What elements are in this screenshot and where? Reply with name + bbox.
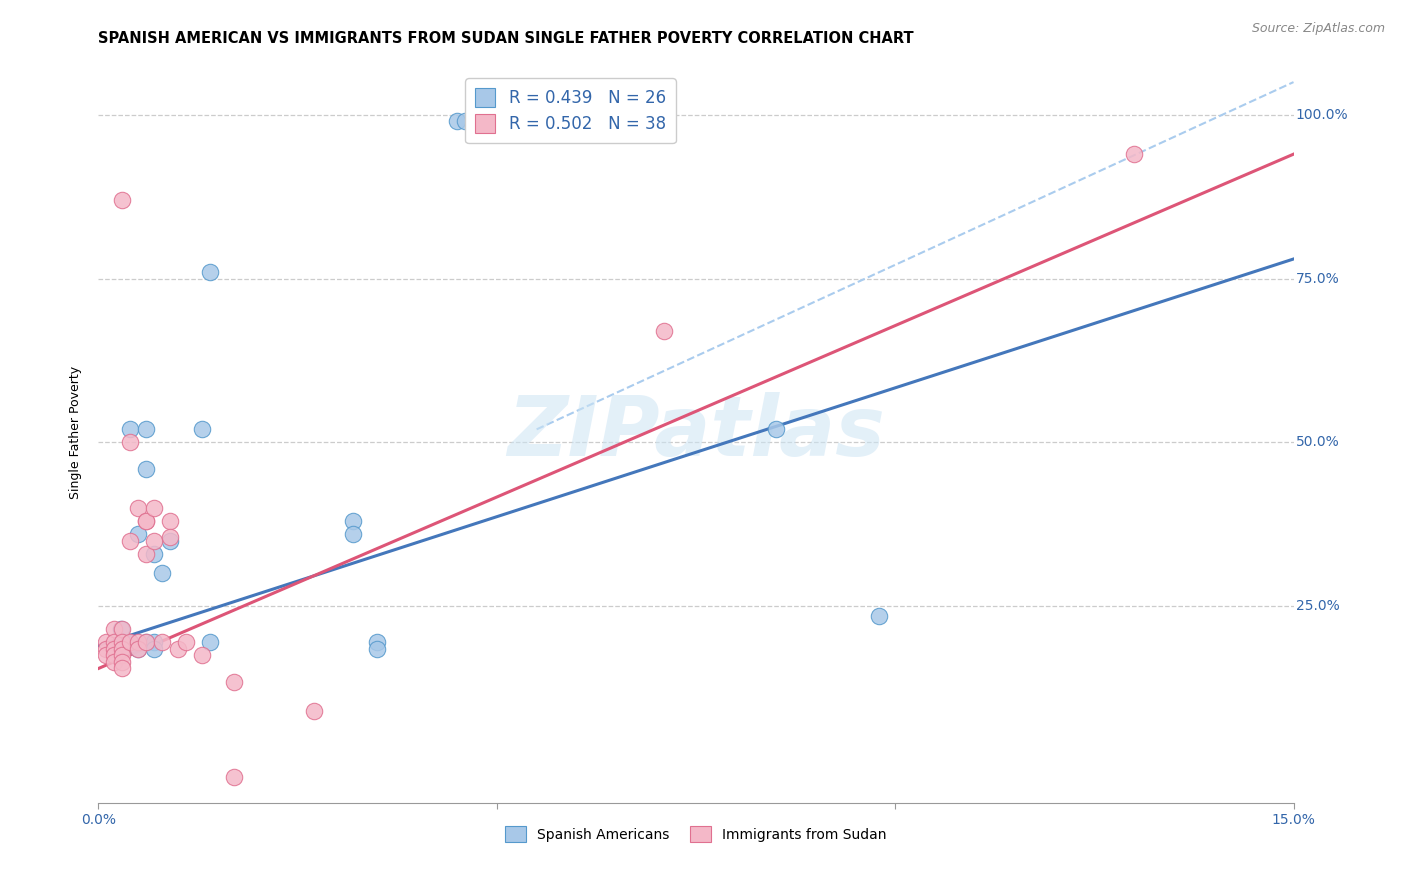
Text: 25.0%: 25.0% bbox=[1296, 599, 1340, 613]
Text: 75.0%: 75.0% bbox=[1296, 272, 1340, 285]
Point bbox=[110, 622, 132, 636]
Point bbox=[159, 533, 181, 548]
Point bbox=[111, 622, 134, 636]
Point bbox=[135, 422, 157, 436]
Point bbox=[765, 422, 787, 436]
Point bbox=[302, 704, 325, 718]
Point bbox=[143, 547, 166, 561]
Point bbox=[135, 547, 157, 561]
Point bbox=[191, 648, 214, 663]
Point bbox=[96, 635, 118, 649]
Point bbox=[143, 500, 166, 515]
Point bbox=[446, 114, 468, 128]
Text: ZIPatlas: ZIPatlas bbox=[508, 392, 884, 473]
Point bbox=[111, 655, 134, 669]
Point bbox=[96, 648, 118, 663]
Point bbox=[111, 641, 134, 656]
Point bbox=[111, 635, 134, 649]
Point bbox=[103, 655, 125, 669]
Point bbox=[150, 635, 173, 649]
Point bbox=[150, 566, 173, 581]
Point bbox=[120, 422, 142, 436]
Point bbox=[366, 641, 388, 656]
Point bbox=[143, 635, 166, 649]
Point bbox=[96, 641, 118, 656]
Point bbox=[159, 531, 181, 545]
Point bbox=[342, 514, 364, 528]
Point bbox=[103, 622, 125, 636]
Point bbox=[135, 461, 157, 475]
Point bbox=[120, 435, 142, 450]
Point bbox=[191, 422, 214, 436]
Point bbox=[135, 635, 157, 649]
Point bbox=[120, 533, 142, 548]
Point bbox=[174, 635, 197, 649]
Point bbox=[127, 641, 149, 656]
Point bbox=[127, 641, 149, 656]
Point bbox=[167, 641, 190, 656]
Point bbox=[198, 265, 221, 279]
Point bbox=[222, 770, 245, 784]
Point bbox=[120, 635, 142, 649]
Point bbox=[111, 193, 134, 207]
Point bbox=[103, 635, 125, 649]
Legend: Spanish Americans, Immigrants from Sudan: Spanish Americans, Immigrants from Sudan bbox=[499, 821, 893, 847]
Point bbox=[222, 674, 245, 689]
Point bbox=[135, 514, 157, 528]
Point bbox=[127, 500, 149, 515]
Point bbox=[111, 635, 134, 649]
Point bbox=[103, 641, 125, 656]
Point bbox=[342, 527, 364, 541]
Point bbox=[111, 661, 134, 675]
Y-axis label: Single Father Poverty: Single Father Poverty bbox=[69, 366, 83, 500]
Point bbox=[143, 533, 166, 548]
Point bbox=[103, 648, 125, 663]
Text: SPANISH AMERICAN VS IMMIGRANTS FROM SUDAN SINGLE FATHER POVERTY CORRELATION CHAR: SPANISH AMERICAN VS IMMIGRANTS FROM SUDA… bbox=[98, 31, 914, 46]
Point bbox=[454, 114, 477, 128]
Point bbox=[652, 324, 675, 338]
Point bbox=[120, 635, 142, 649]
Point bbox=[127, 635, 149, 649]
Point bbox=[135, 635, 157, 649]
Point bbox=[111, 641, 134, 656]
Point bbox=[135, 514, 157, 528]
Point bbox=[1123, 147, 1146, 161]
Text: Source: ZipAtlas.com: Source: ZipAtlas.com bbox=[1251, 22, 1385, 36]
Point bbox=[143, 641, 166, 656]
Text: 50.0%: 50.0% bbox=[1296, 435, 1340, 450]
Text: 100.0%: 100.0% bbox=[1296, 108, 1348, 122]
Point bbox=[159, 514, 181, 528]
Point bbox=[868, 609, 890, 624]
Point bbox=[198, 635, 221, 649]
Point bbox=[366, 635, 388, 649]
Point bbox=[127, 527, 149, 541]
Point bbox=[111, 648, 134, 663]
